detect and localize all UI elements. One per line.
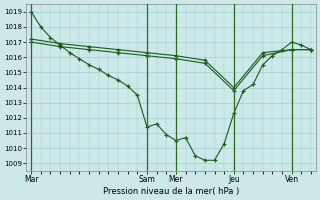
X-axis label: Pression niveau de la mer( hPa ): Pression niveau de la mer( hPa ) <box>103 187 239 196</box>
